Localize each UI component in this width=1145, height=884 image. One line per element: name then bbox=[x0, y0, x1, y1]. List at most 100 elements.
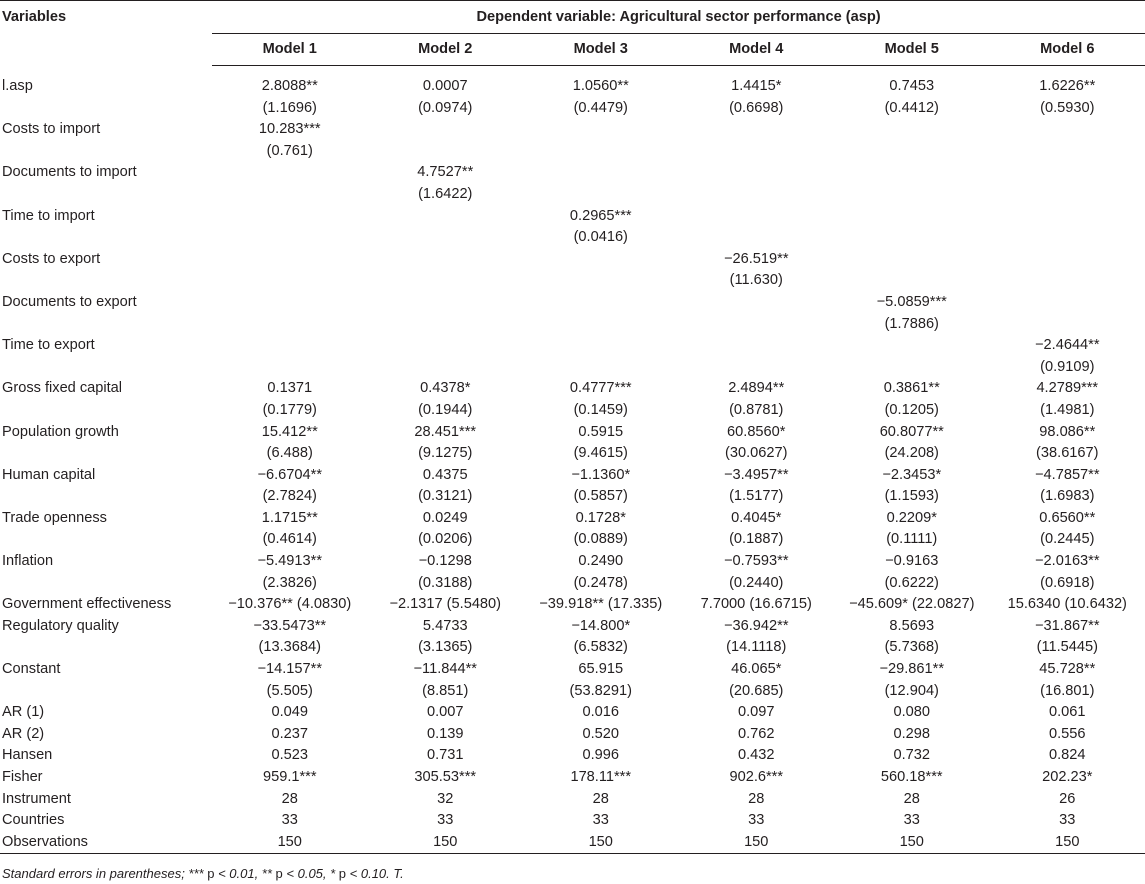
coefficient: 32 bbox=[437, 790, 454, 807]
table-cell bbox=[212, 335, 368, 378]
table-cell: 4.7527** (1.6422) bbox=[368, 162, 524, 205]
row-label: Time to export bbox=[2, 337, 95, 354]
table-cell: 1.0560** (0.4479) bbox=[523, 76, 679, 119]
table-cell: 28.451*** (9.1275) bbox=[368, 422, 524, 465]
coefficient: 4.7527** bbox=[417, 164, 474, 181]
standard-error: (0.6918) bbox=[1040, 574, 1095, 591]
table-cell: 0.824 bbox=[990, 745, 1145, 767]
table-cell: 0.2209* (0.1111) bbox=[834, 508, 990, 551]
table-cell: 5.4733 (3.1365) bbox=[368, 616, 524, 659]
coefficient: −14.800* bbox=[571, 617, 631, 634]
table-cell bbox=[368, 249, 524, 292]
regression-table: Variables Dependent variable: Agricultur… bbox=[0, 2, 1145, 855]
coefficient: 0.097 bbox=[737, 704, 775, 721]
table-cell: 28 bbox=[834, 789, 990, 811]
table-cell: −6.6704** (2.7824) bbox=[212, 465, 368, 508]
table-cell: −0.1298 (0.3188) bbox=[368, 551, 524, 594]
table-row: Time to export −2.4644** (0.9109) bbox=[0, 335, 1145, 378]
table-cell: 0.080 bbox=[834, 702, 990, 724]
coefficient: −45.609* (22.0827) bbox=[849, 596, 975, 613]
standard-error: (1.1593) bbox=[884, 488, 939, 505]
table-row: l.asp 2.8088** (1.1696) 0.0007 (0.0974) 1.056… bbox=[0, 76, 1145, 119]
coefficient: −2.4644** bbox=[1035, 337, 1100, 354]
table-cell bbox=[523, 162, 679, 205]
table-cell: 0.4045* (0.1887) bbox=[679, 508, 835, 551]
standard-error: (0.0889) bbox=[573, 531, 628, 548]
table-cell: 150 bbox=[989, 831, 1145, 855]
table-cell: 1.1715** (0.4614) bbox=[212, 508, 368, 551]
table-row: Documents to import 4.7527** (1.6422) bbox=[0, 162, 1145, 205]
table-cell: 0.007 bbox=[368, 702, 524, 724]
standard-error: (11.630) bbox=[729, 272, 783, 289]
coefficient: −5.0859*** bbox=[876, 293, 947, 310]
standard-error: (13.3684) bbox=[258, 639, 321, 656]
table-cell: 0.731 bbox=[368, 745, 524, 767]
row-label: Observations bbox=[0, 831, 212, 855]
table-cell bbox=[834, 119, 990, 162]
table-cell: 0.061 bbox=[990, 702, 1145, 724]
table-row: Trade openness 1.1715** (0.4614) 0.0249 (0.0… bbox=[0, 508, 1145, 551]
coefficient: 0.6560** bbox=[1039, 509, 1096, 526]
table-row: AR (2) 0.237 0.139 0.520 0.762 0.298 0.556 bbox=[0, 724, 1145, 746]
coefficient: 0.139 bbox=[426, 725, 464, 742]
coefficient: 150 bbox=[1055, 833, 1080, 850]
table-body: l.asp 2.8088** (1.1696) 0.0007 (0.0974) 1.056… bbox=[0, 66, 1145, 855]
standard-error: (0.8781) bbox=[729, 401, 784, 418]
table-cell: 560.18*** bbox=[834, 767, 990, 789]
coefficient: 5.4733 bbox=[422, 617, 468, 634]
standard-error: (3.1365) bbox=[418, 639, 473, 656]
table-row: Observations 150 150 150 150 150 150 bbox=[0, 831, 1145, 855]
table-cell: −45.609* (22.0827) bbox=[834, 594, 990, 616]
table-cell bbox=[990, 249, 1145, 292]
table-cell: 150 bbox=[678, 831, 834, 855]
coefficient: 2.4894** bbox=[728, 380, 785, 397]
coefficient: −4.7857** bbox=[1035, 466, 1100, 483]
coefficient: 1.4415* bbox=[731, 78, 782, 94]
table-cell bbox=[834, 249, 990, 292]
coefficient: −10.376** (4.0830) bbox=[228, 596, 352, 613]
table-cell: −2.4644** (0.9109) bbox=[990, 335, 1145, 378]
row-label: Constant bbox=[2, 661, 61, 678]
table-cell: 0.0249 (0.0206) bbox=[368, 508, 524, 551]
coefficient: 0.2965*** bbox=[569, 207, 632, 224]
coefficient: −2.1317 (5.5480) bbox=[389, 596, 502, 613]
coefficient: 0.061 bbox=[1049, 704, 1086, 721]
coefficient: 0.080 bbox=[893, 704, 931, 721]
row-label: Hansen bbox=[2, 747, 53, 764]
table-cell bbox=[523, 249, 679, 292]
table-cell: 0.139 bbox=[368, 724, 524, 746]
table-cell bbox=[679, 162, 835, 205]
table-cell bbox=[990, 206, 1145, 249]
row-label: Documents to export bbox=[2, 293, 137, 310]
table-cell: 0.097 bbox=[679, 702, 835, 724]
table-cell: 60.8560* (30.0627) bbox=[679, 422, 835, 465]
coefficient: 28 bbox=[748, 790, 765, 807]
standard-error: (1.1696) bbox=[262, 99, 317, 116]
coefficient: 4.2789*** bbox=[1036, 380, 1099, 397]
standard-error: (0.5930) bbox=[1040, 99, 1095, 116]
table-cell: 0.4378* (0.1944) bbox=[368, 378, 524, 421]
table-cell bbox=[368, 335, 524, 378]
coefficient: 0.0249 bbox=[422, 509, 468, 526]
coefficient: 150 bbox=[588, 833, 613, 850]
table-cell: 0.732 bbox=[834, 745, 990, 767]
table-cell: 33 bbox=[679, 810, 835, 832]
coefficient: 33 bbox=[903, 812, 920, 829]
table-cell bbox=[990, 119, 1145, 162]
coefficient: 0.556 bbox=[1049, 725, 1086, 742]
row-label: Inflation bbox=[2, 553, 54, 570]
standard-error: (0.6222) bbox=[884, 574, 939, 591]
table-cell: −2.1317 (5.5480) bbox=[368, 594, 524, 616]
coefficient: 33 bbox=[592, 812, 609, 829]
model-header: Model 5 bbox=[834, 33, 990, 66]
coefficient: −5.4913** bbox=[257, 553, 323, 570]
table-cell: 0.996 bbox=[523, 745, 679, 767]
coefficient: 98.086** bbox=[1039, 423, 1096, 440]
coefficient: 28 bbox=[903, 790, 920, 807]
table-cell bbox=[990, 162, 1145, 205]
coefficient: 33 bbox=[281, 812, 298, 829]
row-label: Countries bbox=[2, 812, 65, 829]
coefficient: 45.728** bbox=[1039, 661, 1096, 678]
standard-error: (0.1111) bbox=[886, 531, 938, 548]
coefficient: 0.007 bbox=[426, 704, 464, 721]
